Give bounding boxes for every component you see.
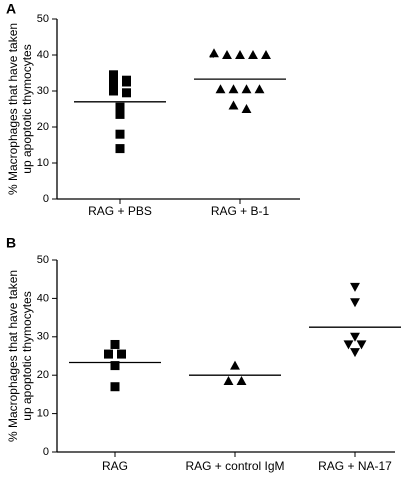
y-tick-label: 30: [37, 85, 49, 97]
y-tick-label: 0: [43, 193, 49, 205]
point: [241, 104, 252, 114]
y-tick-label: 40: [37, 292, 49, 304]
y-tick-label: 20: [37, 121, 49, 133]
y-tick-label: 50: [37, 13, 49, 25]
point: [122, 77, 131, 87]
point: [343, 340, 354, 350]
point: [248, 50, 258, 60]
y-axis-label: % Macrophages that have taken: [6, 23, 20, 195]
point: [254, 84, 265, 94]
point: [356, 340, 367, 350]
panel-label: B: [6, 235, 16, 251]
point: [115, 144, 125, 154]
point: [223, 376, 234, 386]
point: [235, 50, 245, 60]
point: [117, 349, 126, 359]
x-tick-label: RAG + NA-17: [318, 459, 392, 473]
y-tick-label: 10: [37, 157, 49, 169]
point: [350, 348, 360, 358]
point: [104, 349, 113, 359]
point: [222, 50, 232, 60]
point: [209, 48, 219, 58]
y-tick-label: 10: [37, 408, 49, 420]
point: [236, 376, 247, 386]
point: [109, 86, 118, 96]
point: [122, 88, 131, 98]
y-axis-label: up apoptotic thymocytes: [20, 44, 34, 173]
point: [109, 70, 118, 80]
y-tick-label: 30: [37, 331, 49, 343]
point: [241, 84, 252, 94]
point: [228, 84, 239, 94]
point: [110, 382, 120, 392]
y-tick-label: 20: [37, 369, 49, 381]
point: [110, 361, 120, 371]
y-axis-label: % Macrophages that have taken: [6, 270, 20, 442]
y-tick-label: 40: [37, 49, 49, 61]
y-tick-label: 0: [43, 446, 49, 458]
y-tick-label: 50: [37, 254, 49, 266]
point: [230, 360, 240, 370]
point: [110, 339, 120, 349]
point: [350, 298, 360, 308]
point: [350, 282, 360, 292]
x-tick-label: RAG: [102, 459, 128, 473]
point: [215, 84, 226, 94]
panel-label: A: [6, 1, 16, 17]
annotation: *: [209, 50, 214, 65]
point: [350, 332, 360, 342]
point: [115, 102, 125, 112]
point: [261, 50, 271, 60]
x-tick-label: RAG + B-1: [211, 204, 270, 218]
point: [115, 129, 125, 139]
x-tick-label: RAG + control IgM: [185, 459, 284, 473]
point: [228, 100, 239, 110]
y-axis-label: up apoptotic thymocytes: [20, 291, 34, 420]
x-tick-label: RAG + PBS: [88, 204, 152, 218]
point: [109, 77, 118, 87]
point: [115, 109, 125, 119]
